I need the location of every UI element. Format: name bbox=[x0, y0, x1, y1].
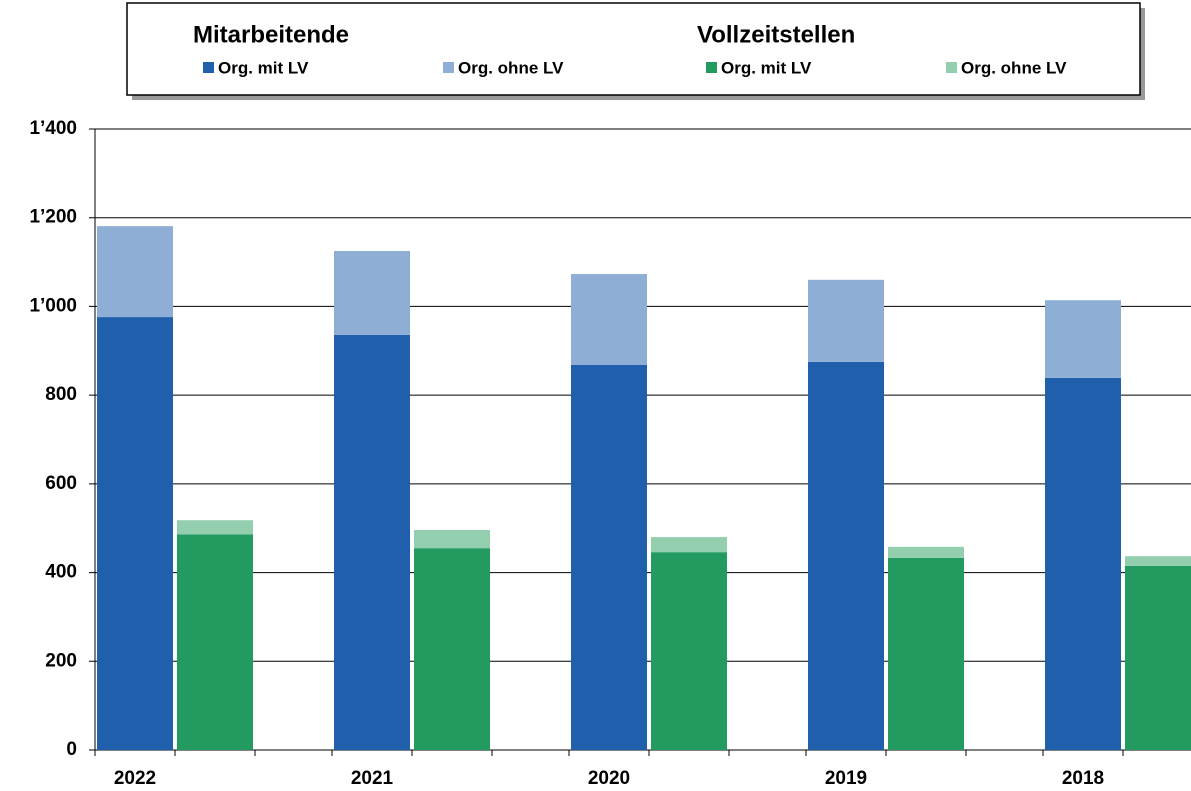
y-tick-label: 1’200 bbox=[29, 207, 77, 228]
y-tick-label: 1’400 bbox=[29, 118, 77, 139]
bar-segment bbox=[97, 226, 173, 318]
legend-label: Org. mit LV bbox=[721, 58, 812, 77]
legend-swatch bbox=[443, 62, 454, 73]
y-tick-label: 600 bbox=[45, 473, 77, 494]
legend-swatch bbox=[203, 62, 214, 73]
legend-swatch bbox=[706, 62, 717, 73]
bar-segment bbox=[177, 520, 253, 535]
y-tick-label: 0 bbox=[66, 739, 77, 760]
y-tick-label: 200 bbox=[45, 650, 77, 671]
bar-segment bbox=[888, 546, 964, 558]
legend-swatch bbox=[946, 62, 957, 73]
bar-segment bbox=[414, 529, 490, 549]
legend-group-title: Mitarbeitende bbox=[193, 21, 349, 48]
bar-segment bbox=[808, 361, 884, 750]
x-tick-label: 2019 bbox=[825, 768, 867, 789]
bar-segment bbox=[571, 364, 647, 750]
bar-segment bbox=[651, 537, 727, 553]
bar-segment bbox=[177, 534, 253, 750]
x-tick-label: 2022 bbox=[114, 768, 156, 789]
bar-segment bbox=[888, 557, 964, 750]
bar-segment bbox=[334, 334, 410, 750]
bar-segment bbox=[1125, 565, 1191, 750]
bar-segment bbox=[571, 274, 647, 365]
legend-box bbox=[126, 2, 1141, 96]
y-tick-label: 400 bbox=[45, 562, 77, 583]
y-tick-label: 800 bbox=[45, 384, 77, 405]
bar-segment bbox=[1125, 556, 1191, 566]
legend-label: Org. ohne LV bbox=[961, 58, 1067, 77]
bar-segment bbox=[808, 279, 884, 362]
bar-segment bbox=[1045, 300, 1121, 378]
y-tick-label: 1’000 bbox=[29, 295, 77, 316]
x-tick-label: 2020 bbox=[588, 768, 630, 789]
legend-group-title: Vollzeitstellen bbox=[697, 21, 855, 48]
bar-segment bbox=[1045, 377, 1121, 750]
x-tick-label: 2018 bbox=[1062, 768, 1104, 789]
legend-label: Org. mit LV bbox=[218, 58, 309, 77]
x-tick-label: 2021 bbox=[351, 768, 394, 789]
legend-label: Org. ohne LV bbox=[458, 58, 564, 77]
bar-segment bbox=[651, 552, 727, 750]
bar-segment bbox=[97, 317, 173, 750]
bar-segment bbox=[334, 250, 410, 335]
bar-segment bbox=[414, 548, 490, 750]
